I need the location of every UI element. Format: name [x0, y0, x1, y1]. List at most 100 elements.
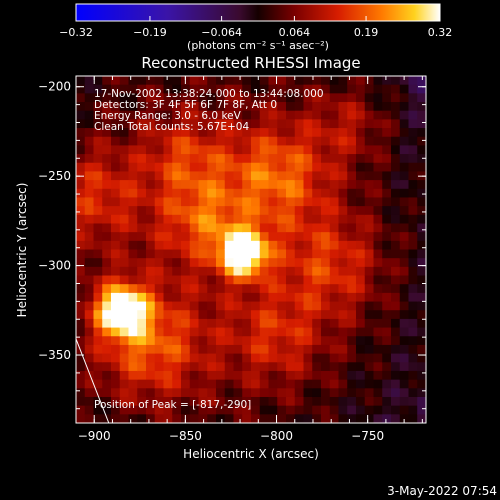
heatmap-cell [294, 84, 305, 94]
heatmap-cell [111, 76, 121, 86]
heatmap-cell [242, 206, 252, 216]
heatmap-cell [93, 240, 103, 251]
heatmap-cell [286, 240, 296, 251]
heatmap-cell [382, 344, 392, 355]
heatmap-cell [198, 102, 208, 112]
heatmap-cell [286, 110, 296, 120]
heatmap-cell [224, 284, 235, 294]
heatmap-cell [128, 171, 138, 181]
heatmap-cell [356, 284, 366, 294]
heatmap-cell [233, 145, 243, 155]
heatmap-cell [364, 284, 375, 294]
heatmap-cell [128, 258, 138, 268]
heatmap-cell [391, 388, 401, 398]
heatmap-cell [111, 93, 121, 103]
heatmap-cell [154, 214, 165, 225]
heatmap-cell [364, 370, 375, 381]
heatmap-cell [146, 327, 156, 337]
heatmap-cell [399, 102, 410, 112]
heatmap-cell [189, 388, 200, 398]
heatmap-cell [364, 102, 375, 112]
heatmap-cell [163, 171, 173, 181]
heatmap-cell [294, 145, 305, 155]
heatmap-cell [119, 336, 130, 346]
heatmap-cell [224, 379, 235, 389]
heatmap-cell [347, 388, 357, 398]
heatmap-cell [146, 214, 156, 225]
heatmap-cell [189, 301, 200, 311]
heatmap-cell [207, 171, 217, 181]
heatmap-cell [224, 102, 235, 112]
heatmap-cell [163, 292, 173, 303]
heatmap-cell [146, 136, 156, 147]
heatmap-cell [347, 84, 357, 94]
heatmap-cell [224, 84, 235, 94]
heatmap-cell [216, 405, 226, 415]
heatmap-cell [251, 188, 261, 199]
heatmap-cell [303, 379, 313, 389]
heatmap-cell [399, 197, 410, 207]
heatmap-cell [356, 128, 366, 138]
annotation-energy-range: Energy Range: 3.0 - 6.0 keV [94, 110, 242, 122]
heatmap-cell [259, 249, 270, 259]
heatmap-cell [224, 327, 235, 337]
heatmap-cell [391, 232, 401, 242]
heatmap-cell [277, 119, 287, 129]
heatmap-cell [408, 362, 418, 372]
heatmap-cell [259, 344, 270, 355]
heatmap-cell [277, 284, 287, 294]
heatmap-cell [268, 206, 278, 216]
heatmap-cell [224, 353, 235, 363]
heatmap-cell [382, 310, 392, 320]
heatmap-cell [382, 197, 392, 207]
heatmap-cell [146, 93, 156, 103]
heatmap-cell [102, 102, 112, 112]
heatmap-cell [259, 379, 270, 389]
heatmap-cell [102, 301, 112, 311]
heatmap-cell [233, 119, 243, 129]
heatmap-cell [233, 180, 243, 190]
heatmap-cell [277, 327, 287, 337]
heatmap-cell [207, 93, 217, 103]
heatmap-cell [93, 145, 103, 155]
heatmap-cell [76, 336, 86, 346]
heatmap-cell [312, 110, 322, 120]
heatmap-cell [102, 249, 112, 259]
heatmap-cell [102, 188, 112, 199]
heatmap-cell [119, 318, 130, 329]
heatmap-cell [408, 162, 418, 173]
heatmap-cell [111, 154, 121, 164]
colorbar-unit-label: (photons cm⁻² s⁻¹ asec⁻²) [187, 39, 329, 52]
heatmap-cell [172, 84, 182, 94]
heatmap-cell [268, 154, 278, 164]
heatmap-cell [181, 240, 191, 251]
heatmap-cell [146, 284, 156, 294]
heatmap-cell [268, 102, 278, 112]
heatmap-cell [84, 284, 95, 294]
heatmap-cell [347, 249, 357, 259]
heatmap-cell [111, 379, 121, 389]
heatmap-cell [303, 292, 313, 303]
heatmap-cell [329, 292, 340, 303]
heatmap-cell [329, 396, 340, 407]
heatmap-cell [119, 370, 130, 381]
heatmap-cell [408, 119, 418, 129]
heatmap-cell [242, 379, 252, 389]
heatmap-cell [207, 379, 217, 389]
heatmap-cell [146, 76, 156, 86]
heatmap-cell [111, 344, 121, 355]
heatmap-cell [373, 284, 383, 294]
heatmap-cell [259, 110, 270, 120]
heatmap-cell [137, 119, 147, 129]
heatmap-cell [259, 128, 270, 138]
heatmap-cell [286, 318, 296, 329]
heatmap-cell [76, 119, 86, 129]
heatmap-cell [268, 197, 278, 207]
heatmap-cell [268, 214, 278, 225]
heatmap-cell [294, 379, 305, 389]
heatmap-cell [119, 102, 130, 112]
heatmap-cell [128, 110, 138, 120]
heatmap-cell [137, 362, 147, 372]
heatmap-cell [338, 84, 348, 94]
